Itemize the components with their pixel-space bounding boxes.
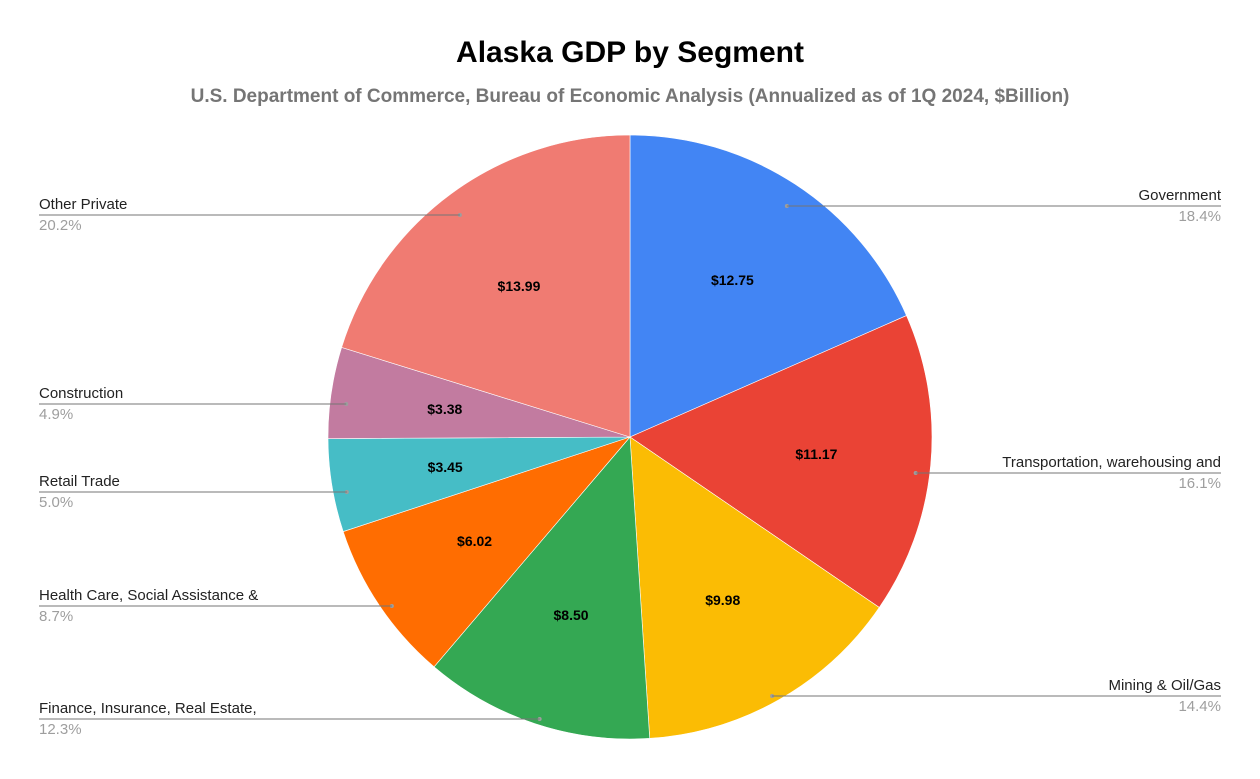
slice-name-label: Health Care, Social Assistance & (39, 587, 259, 604)
slice-percent-label: 20.2% (39, 217, 82, 234)
slice-value-label: $12.75 (710, 272, 754, 289)
pie-slice[interactable] (342, 436, 631, 668)
slice-value-label: $6.02 (457, 533, 493, 550)
slice-percent-label: 18.4% (1178, 208, 1221, 225)
slice-value-label: $13.99 (497, 278, 541, 295)
slice-name-label: Transportation, warehousing and (1002, 454, 1221, 471)
slice-value-label: $11.17 (795, 446, 838, 463)
slice-value-label: $3.45 (427, 459, 463, 476)
pie-slices (327, 134, 933, 740)
chart-subtitle: U.S. Department of Commerce, Bureau of E… (190, 86, 1070, 107)
slice-name-label: Other Private (39, 196, 128, 213)
pie-slice[interactable] (433, 436, 651, 740)
slice-value-label: $9.98 (705, 591, 741, 608)
pie-slice[interactable] (629, 134, 907, 438)
slice-value-label: $8.50 (553, 606, 589, 623)
slice-name-label: Government (1138, 187, 1221, 204)
slice-name-label: Finance, Insurance, Real Estate, (39, 700, 257, 717)
slice-percent-label: 14.4% (1178, 698, 1221, 715)
slice-name-label: Mining & Oil/Gas (1108, 677, 1221, 694)
slice-percent-label: 8.7% (39, 608, 74, 625)
leader-lines (39, 204, 1221, 721)
pie-slice[interactable] (341, 134, 631, 438)
pie-slice[interactable] (629, 436, 880, 739)
slice-percent-label: 16.1% (1178, 475, 1221, 492)
slice-percent-label: 5.0% (39, 494, 74, 511)
chart-title: Alaska GDP by Segment (456, 36, 804, 69)
slice-name-label: Retail Trade (39, 473, 120, 490)
slice-percent-label: 12.3% (39, 721, 82, 738)
slice-value-label: $3.38 (427, 401, 463, 418)
pie-slice[interactable] (629, 315, 933, 608)
slice-percent-label: 4.9% (39, 406, 74, 423)
slice-name-label: Construction (39, 385, 124, 402)
